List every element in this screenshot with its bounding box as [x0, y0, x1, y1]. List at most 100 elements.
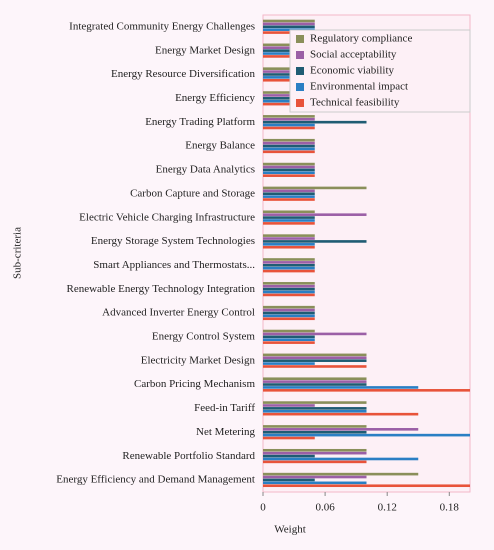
y-tick-label: Energy Trading Platform	[145, 116, 255, 128]
bar	[263, 49, 315, 52]
bar	[263, 171, 315, 175]
legend-swatch	[296, 35, 304, 43]
legend-swatch	[296, 99, 304, 107]
bar	[263, 329, 315, 333]
bar	[263, 269, 315, 273]
bar	[263, 138, 315, 142]
bar	[263, 305, 315, 309]
legend-label: Social acceptability	[310, 49, 397, 61]
bar	[263, 425, 367, 428]
legend-box	[289, 29, 471, 113]
bar	[263, 314, 315, 318]
x-tick-label: 0.12	[378, 502, 397, 514]
bar	[263, 353, 367, 357]
y-tick-label: Energy Efficiency and Demand Management	[56, 474, 255, 486]
x-tick-label: 0.06	[315, 502, 335, 514]
bar	[263, 97, 315, 100]
bar	[263, 481, 367, 485]
bar	[263, 436, 315, 440]
y-tick-label: Energy Data Analytics	[156, 164, 255, 176]
y-tick-label: Integrated Community Energy Challenges	[69, 20, 255, 32]
bar	[263, 94, 315, 97]
bar	[263, 55, 315, 58]
bar	[263, 192, 315, 196]
bar	[263, 210, 315, 214]
bar	[263, 433, 470, 437]
bar	[263, 356, 367, 360]
bar	[263, 198, 315, 201]
bar	[263, 293, 315, 297]
bar	[263, 126, 315, 130]
bar	[263, 222, 315, 225]
y-tick-label: Carbon Capture and Storage	[130, 187, 255, 199]
x-axis-label: Weight	[274, 524, 306, 536]
bar	[263, 448, 367, 452]
bar	[263, 19, 315, 23]
y-tick-label: Feed-in Tariff	[194, 402, 255, 414]
y-tick-label: Energy Control System	[152, 331, 256, 343]
bar	[263, 102, 315, 106]
x-tick-label: 0.18	[440, 502, 460, 514]
bar	[263, 76, 315, 79]
bar	[263, 67, 315, 70]
bar	[263, 219, 315, 222]
bar	[263, 120, 367, 124]
bar	[263, 261, 315, 264]
legend-swatch	[296, 51, 304, 59]
legend-label: Regulatory compliance	[310, 33, 412, 45]
bar	[263, 123, 315, 127]
x-tick-label: 0	[260, 502, 266, 514]
legend-swatch	[296, 83, 304, 91]
bar	[263, 25, 315, 29]
bar	[263, 162, 315, 166]
bar	[263, 409, 367, 413]
legend-swatch	[296, 67, 304, 75]
bar	[263, 457, 419, 461]
bar	[263, 174, 315, 177]
bar	[263, 237, 315, 240]
y-tick-label: Carbon Pricing Mechanism	[134, 378, 255, 390]
bar	[263, 404, 315, 407]
bar	[263, 332, 367, 336]
bar	[263, 290, 315, 294]
bar	[263, 147, 315, 151]
bar	[263, 243, 315, 246]
bar	[263, 454, 315, 458]
y-tick-label: Advanced Inverter Energy Control	[102, 307, 255, 319]
bar	[263, 28, 315, 31]
bar	[263, 168, 315, 172]
bar	[263, 412, 419, 416]
bar	[263, 240, 367, 243]
bar	[263, 451, 367, 455]
y-tick-label: Energy Storage System Technologies	[91, 235, 255, 247]
bar	[263, 377, 367, 381]
bar	[263, 335, 315, 339]
bar	[263, 43, 315, 47]
bar	[263, 338, 315, 342]
bar	[263, 407, 367, 410]
bar	[263, 401, 367, 404]
y-tick-label: Electric Vehicle Charging Infrastructure	[79, 211, 255, 223]
legend-label: Environmental impact	[310, 81, 408, 93]
bar	[263, 430, 367, 434]
y-tick-label: Net Metering	[196, 426, 255, 438]
bar	[263, 478, 315, 482]
y-tick-label: Energy Resource Diversification	[111, 68, 255, 80]
y-tick-label: Renewable Portfolio Standard	[122, 450, 255, 462]
bar	[263, 73, 315, 76]
bar	[263, 475, 367, 479]
legend-label: Economic viability	[310, 65, 395, 77]
bar	[263, 365, 367, 368]
legend-label: Technical feasibility	[310, 97, 400, 109]
y-tick-label: Energy Efficiency	[175, 92, 255, 104]
y-axis-label: Sub-criteria	[12, 227, 24, 279]
bar	[263, 216, 315, 219]
bar	[263, 428, 419, 431]
y-tick-label: Energy Balance	[185, 140, 255, 152]
bar	[263, 266, 315, 270]
bar	[263, 189, 315, 193]
bar	[263, 263, 315, 267]
bar	[263, 389, 470, 392]
bar	[263, 380, 367, 383]
bar	[263, 78, 315, 82]
